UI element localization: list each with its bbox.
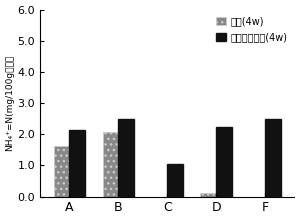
Bar <box>167 164 183 197</box>
Bar <box>265 119 281 197</box>
Bar <box>54 146 69 197</box>
Legend: 作土(4w), 堆積泥＋作土(4w): 作土(4w), 堆積泥＋作土(4w) <box>214 15 290 44</box>
Bar <box>69 130 85 197</box>
Bar <box>200 193 216 197</box>
Bar <box>103 132 118 197</box>
Y-axis label: NH₄⁺=N(mg/100g乾土）: NH₄⁺=N(mg/100g乾土） <box>6 55 15 151</box>
Bar <box>118 119 134 197</box>
Bar <box>216 127 232 197</box>
